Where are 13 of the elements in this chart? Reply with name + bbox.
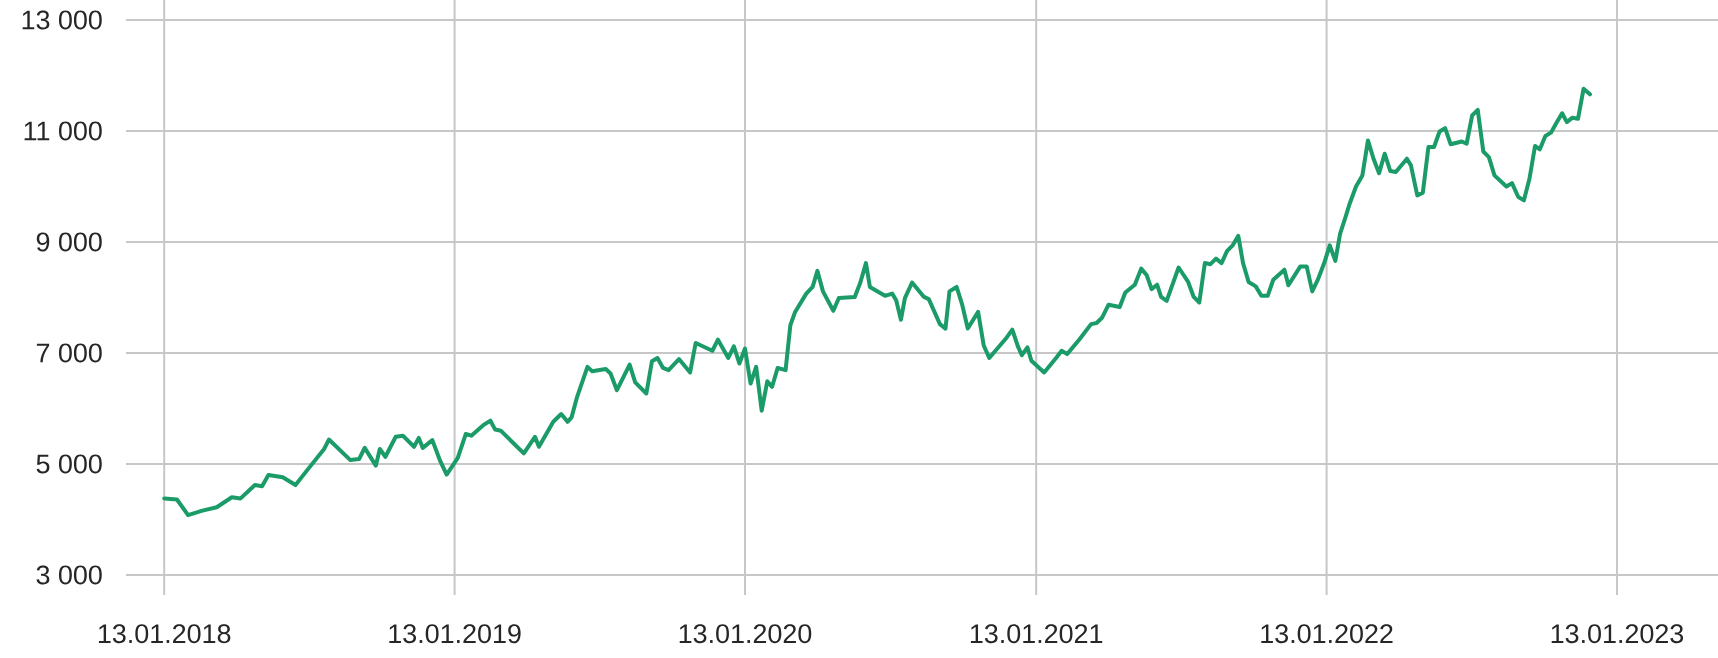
- y-tick-label: 7 000: [36, 343, 102, 363]
- x-tick-label: 13.01.2022: [1261, 624, 1393, 644]
- y-tick-label: 13 000: [22, 10, 102, 30]
- y-tick-label: 11 000: [24, 121, 102, 141]
- y-tick-label: 3 000: [36, 565, 102, 585]
- line-series: [162, 86, 1592, 518]
- y-tick-label: 5 000: [36, 454, 102, 474]
- y-tick-label: 9 000: [36, 232, 102, 252]
- x-tick-label: 13.01.2020: [679, 624, 812, 644]
- x-tick-label: 13.01.2021: [970, 624, 1103, 644]
- x-tick-label: 13.01.2019: [389, 624, 521, 644]
- x-tick-label: 13.01.2023: [1551, 624, 1684, 644]
- x-tick-label: 13.01.2018: [98, 624, 231, 644]
